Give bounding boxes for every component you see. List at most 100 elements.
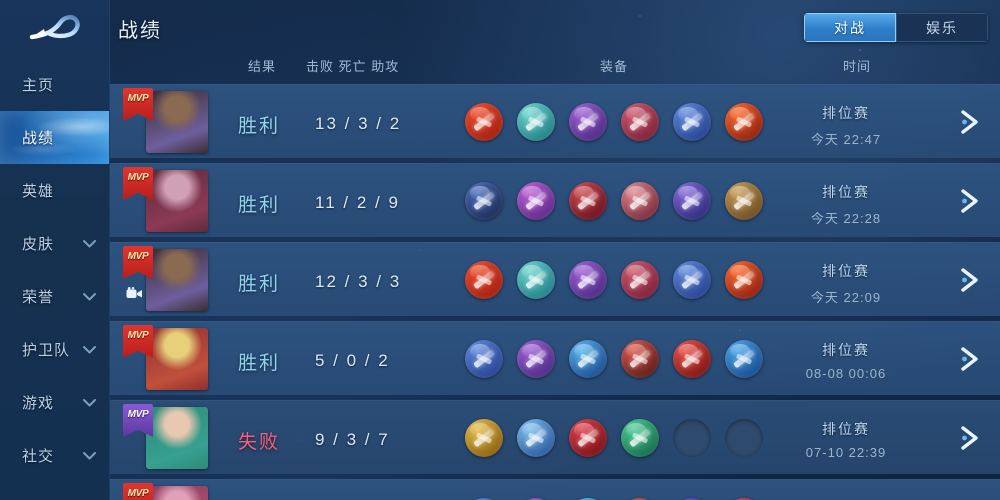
sidebar-item-social[interactable]: 社交 xyxy=(0,429,109,482)
hero-portrait xyxy=(146,91,208,153)
equipment-item-icon[interactable] xyxy=(621,261,659,299)
match-row[interactable]: MVP 胜利 13 / 3 / 2 排位赛 今天 22:47 xyxy=(110,84,1000,158)
equipment-item-icon[interactable] xyxy=(517,103,555,141)
tab-entertainment[interactable]: 娱乐 xyxy=(896,13,988,42)
video-camera-icon[interactable] xyxy=(126,287,143,305)
mvp-badge-label: MVP xyxy=(127,409,149,420)
equipment-list xyxy=(465,261,763,299)
sidebar-item-records[interactable]: 战绩 xyxy=(0,111,109,164)
equipment-item-icon[interactable] xyxy=(621,498,659,500)
app-logo[interactable] xyxy=(0,0,109,52)
match-kda: 11 / 2 / 9 xyxy=(315,193,400,212)
mvp-badge: MVP xyxy=(123,404,153,437)
sidebar-item-skins[interactable]: 皮肤 xyxy=(0,217,109,270)
sidebar-item-label: 荣誉 xyxy=(22,289,55,306)
sidebar-item-label: 社交 xyxy=(22,448,55,465)
sidebar-item-guard-team[interactable]: 护卫队 xyxy=(0,323,109,376)
match-kda: 12 / 3 / 3 xyxy=(315,272,402,291)
page-title: 战绩 xyxy=(118,20,162,42)
sidebar-item-home[interactable]: 主页 xyxy=(0,58,109,111)
column-header-kda: 击败 死亡 助攻 xyxy=(306,59,400,74)
match-time: 排位赛 07-10 22:39 xyxy=(766,419,926,460)
match-result: 胜利 xyxy=(238,353,281,374)
chevron-right-icon[interactable] xyxy=(956,186,982,216)
equipment-item-icon[interactable] xyxy=(517,419,555,457)
avatar xyxy=(146,170,208,232)
match-kda: 13 / 3 / 2 xyxy=(315,114,402,133)
equipment-item-icon[interactable] xyxy=(569,182,607,220)
sidebar-item-heroes[interactable]: 英雄 xyxy=(0,164,109,217)
sidebar-item-label: 战绩 xyxy=(22,130,55,147)
hero-block: MVP xyxy=(118,246,216,311)
equipment-item-icon[interactable] xyxy=(569,498,607,500)
equipment-item-icon[interactable] xyxy=(517,340,555,378)
tab-ranked[interactable]: 对战 xyxy=(804,13,896,42)
match-row[interactable]: MVP 胜利 12 / 3 / 3 排位赛 今天 22:09 xyxy=(110,242,1000,316)
equipment-item-icon[interactable] xyxy=(673,261,711,299)
chevron-right-icon[interactable] xyxy=(956,107,982,137)
mode-segmented-control: 对战 娱乐 xyxy=(804,13,988,42)
equipment-item-icon[interactable] xyxy=(569,340,607,378)
sidebar-item-label: 游戏 xyxy=(22,395,55,412)
hero-block: MVP xyxy=(118,88,216,153)
hero-block: MVP xyxy=(118,404,216,469)
equipment-item-icon[interactable] xyxy=(621,103,659,141)
equipment-item-icon[interactable] xyxy=(673,182,711,220)
equipment-slot-empty[interactable] xyxy=(673,419,711,457)
hero-portrait xyxy=(146,328,208,390)
match-time: 排位赛 08-08 00:06 xyxy=(766,340,926,381)
equipment-item-icon[interactable] xyxy=(465,340,503,378)
match-row[interactable]: MVP 失败 9 / 3 / 7 排位赛 07-10 22:39 xyxy=(110,400,1000,474)
equipment-item-icon[interactable] xyxy=(725,261,763,299)
equipment-item-icon[interactable] xyxy=(465,498,503,500)
sidebar-item-honor[interactable]: 荣誉 xyxy=(0,270,109,323)
equipment-item-icon[interactable] xyxy=(725,182,763,220)
match-mode-label: 排位赛 xyxy=(822,105,870,121)
equipment-item-icon[interactable] xyxy=(465,103,503,141)
sidebar-nav: 主页 战绩 英雄 皮肤 荣誉 护卫队 xyxy=(0,58,109,482)
match-result: 失败 xyxy=(238,432,281,453)
equipment-item-icon[interactable] xyxy=(465,419,503,457)
equipment-list xyxy=(465,182,763,220)
match-result: 胜利 xyxy=(238,195,281,216)
chevron-down-icon xyxy=(83,288,96,305)
equipment-slot-empty[interactable] xyxy=(725,419,763,457)
equipment-item-icon[interactable] xyxy=(725,340,763,378)
avatar xyxy=(146,407,208,469)
equipment-item-icon[interactable] xyxy=(621,419,659,457)
match-row[interactable]: MVP 胜利 5 / 0 / 2 排位赛 08-08 00:06 xyxy=(110,321,1000,395)
equipment-item-icon[interactable] xyxy=(569,103,607,141)
sidebar-item-games[interactable]: 游戏 xyxy=(0,376,109,429)
equipment-item-icon[interactable] xyxy=(517,261,555,299)
avatar xyxy=(146,249,208,311)
equipment-list xyxy=(465,340,763,378)
match-mode-label: 排位赛 xyxy=(822,263,870,279)
equipment-item-icon[interactable] xyxy=(673,340,711,378)
match-kda: 5 / 0 / 2 xyxy=(315,351,390,370)
equipment-item-icon[interactable] xyxy=(725,498,763,500)
equipment-item-icon[interactable] xyxy=(569,261,607,299)
equipment-item-icon[interactable] xyxy=(673,103,711,141)
chevron-down-icon xyxy=(83,341,96,358)
equipment-item-icon[interactable] xyxy=(569,419,607,457)
match-result: 胜利 xyxy=(238,274,281,295)
chevron-right-icon[interactable] xyxy=(956,423,982,453)
equipment-item-icon[interactable] xyxy=(465,182,503,220)
match-history-list[interactable]: MVP 胜利 13 / 3 / 2 排位赛 今天 22:47 MVP 胜利 11 / 2 / … xyxy=(110,84,1000,500)
chevron-right-icon[interactable] xyxy=(956,265,982,295)
column-header-items: 装备 xyxy=(600,59,629,74)
swoosh-logo-icon xyxy=(28,9,82,43)
equipment-item-icon[interactable] xyxy=(621,340,659,378)
equipment-item-icon[interactable] xyxy=(673,498,711,500)
equipment-item-icon[interactable] xyxy=(621,182,659,220)
match-row[interactable]: MVP 胜利 11 / 2 / 9 排位赛 今天 22:28 xyxy=(110,163,1000,237)
sidebar: 主页 战绩 英雄 皮肤 荣誉 护卫队 xyxy=(0,0,110,500)
chevron-right-icon[interactable] xyxy=(956,344,982,374)
equipment-item-icon[interactable] xyxy=(517,182,555,220)
equipment-item-icon[interactable] xyxy=(517,498,555,500)
hero-block: MVP xyxy=(118,167,216,232)
match-result: 胜利 xyxy=(238,116,281,137)
equipment-item-icon[interactable] xyxy=(465,261,503,299)
equipment-item-icon[interactable] xyxy=(725,103,763,141)
